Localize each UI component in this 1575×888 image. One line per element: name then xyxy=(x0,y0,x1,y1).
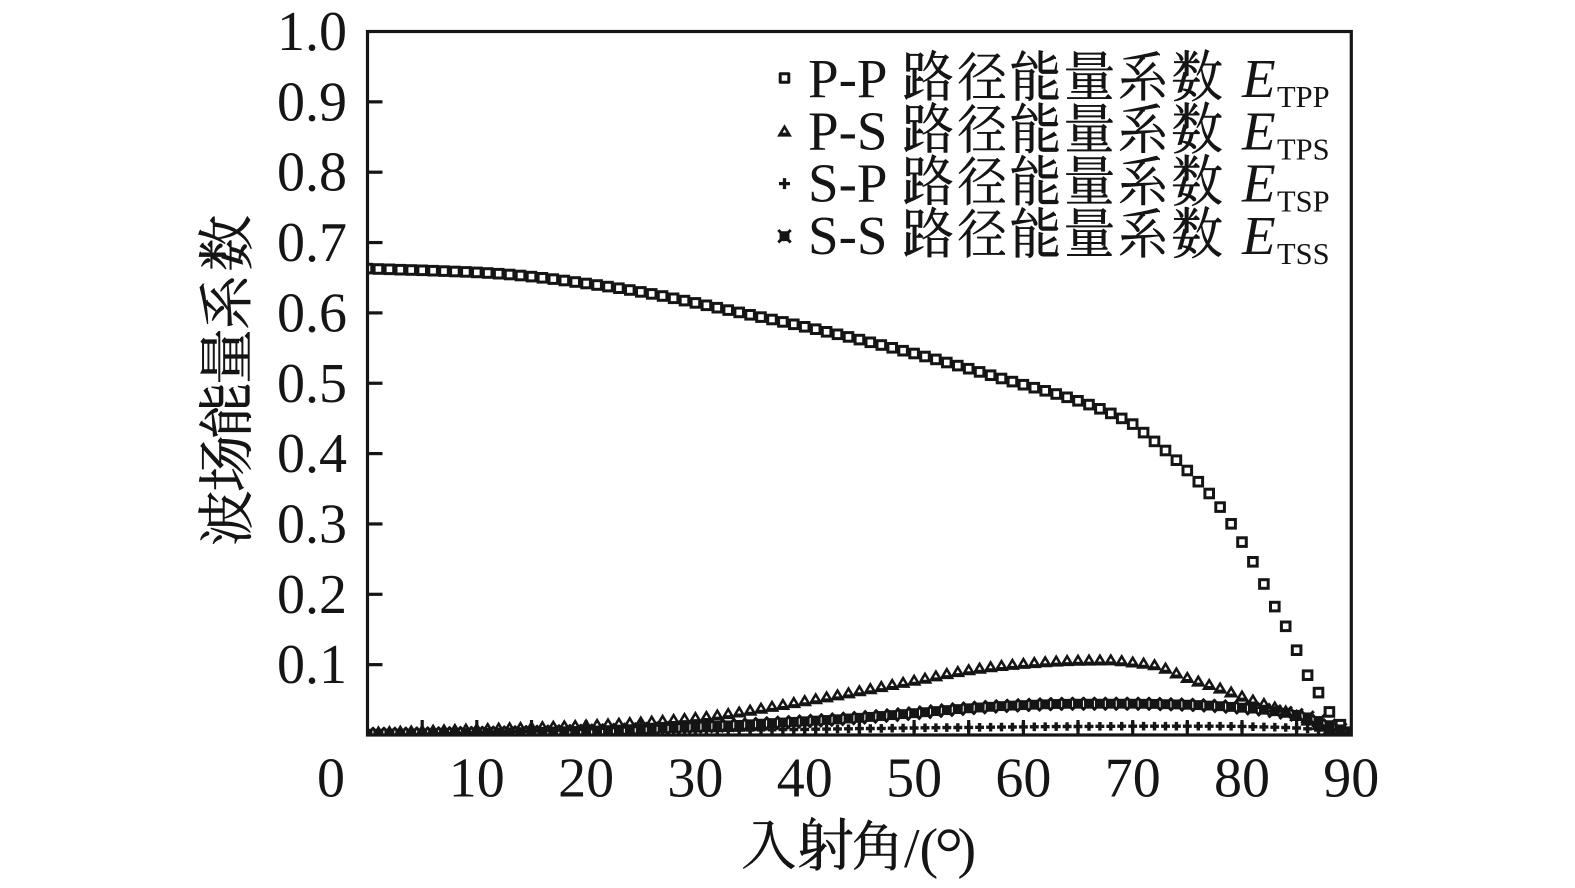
svg-text:TPP: TPP xyxy=(1277,80,1330,114)
svg-text:TSS: TSS xyxy=(1277,237,1330,271)
svg-text:90: 90 xyxy=(1323,748,1379,810)
svg-text:80: 80 xyxy=(1214,748,1270,810)
svg-text:60: 60 xyxy=(995,748,1051,810)
svg-text:0.2: 0.2 xyxy=(277,564,347,626)
svg-text:0: 0 xyxy=(317,748,345,810)
svg-text:S-P: S-P xyxy=(808,153,888,214)
svg-text:70: 70 xyxy=(1105,748,1161,810)
svg-text:E: E xyxy=(1241,100,1276,161)
svg-text:40: 40 xyxy=(777,748,833,810)
svg-text:): ) xyxy=(958,818,977,880)
svg-text:10: 10 xyxy=(449,748,505,810)
svg-text:0.9: 0.9 xyxy=(277,71,347,133)
svg-text:0.7: 0.7 xyxy=(277,212,347,274)
svg-text:TPS: TPS xyxy=(1277,132,1330,166)
svg-text:TSP: TSP xyxy=(1277,185,1330,219)
svg-text:E: E xyxy=(1241,205,1276,266)
svg-text:0.1: 0.1 xyxy=(277,634,347,696)
svg-text:0.4: 0.4 xyxy=(277,423,347,485)
svg-text:0.5: 0.5 xyxy=(277,353,347,415)
svg-text:E: E xyxy=(1241,153,1276,214)
svg-text:0.6: 0.6 xyxy=(277,282,347,344)
svg-text:0.8: 0.8 xyxy=(277,142,347,204)
svg-text:1.0: 1.0 xyxy=(277,1,347,63)
svg-text:20: 20 xyxy=(558,748,614,810)
svg-text:50: 50 xyxy=(886,748,942,810)
svg-text:E: E xyxy=(1241,48,1276,109)
svg-text:P-P: P-P xyxy=(808,48,888,109)
svg-text:/(: /( xyxy=(904,818,938,880)
svg-text:S-S: S-S xyxy=(808,205,888,266)
svg-text:30: 30 xyxy=(667,748,723,810)
svg-text:0.3: 0.3 xyxy=(277,494,347,556)
svg-text:P-S: P-S xyxy=(808,100,888,161)
